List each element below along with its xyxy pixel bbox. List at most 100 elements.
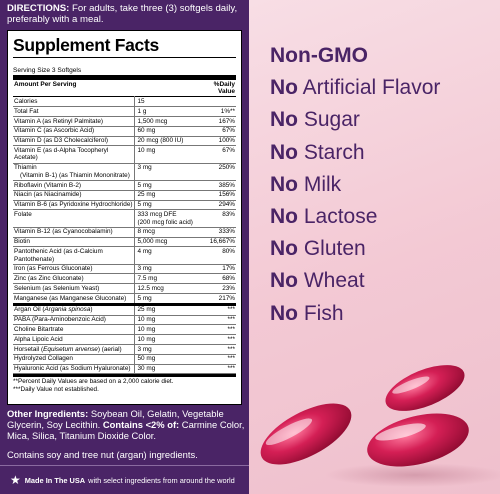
ingredient-name: Argan Oil (Argania spinosa): [14, 306, 93, 314]
facts-row: Thiamin (Vitamin B-1) (as Thiamin Mononit…: [13, 163, 236, 181]
amount-per-serving-header: Amount Per Serving: [14, 80, 77, 88]
nutrient-name: Riboflavin (Vitamin B-2): [14, 181, 82, 189]
made-in-usa-text: with select ingredients from around the …: [88, 475, 235, 485]
ingredient-daily-value: ***: [227, 335, 235, 343]
facts-row: Folate 333 mcg DFE (200 mcg folic acid) 83%: [13, 209, 236, 228]
nutrient-name: Vitamin A (as Retinyl Palmitate): [14, 117, 104, 125]
directions-body: For adults, take three (3) softgels dail…: [7, 3, 238, 25]
nutrient-daily-value: 83%: [222, 210, 235, 218]
softgels-image: [260, 365, 500, 487]
nutrient-name: Pantothenic Acid (as d-Calcium Pantothen…: [14, 247, 103, 263]
facts-row: Total Fat 1 g 1%**: [13, 106, 236, 117]
star-icon: ★: [10, 473, 21, 487]
facts-row: Vitamin B-6 (as Pyridoxine Hydrochloride…: [13, 200, 236, 210]
contains-percent-text: Carmine Color, Mica, Silica, Titanium Di…: [7, 419, 245, 442]
claim-item: No Lactose: [270, 204, 378, 228]
facts-row-other: Argan Oil (Argania spinosa) 25 mg ***: [13, 304, 236, 316]
nutrient-name: Zinc (as Zinc Gluconate): [14, 275, 84, 283]
nutrient-amount: 15: [133, 96, 196, 107]
claim-item: No Wheat: [270, 269, 365, 293]
ingredient-name: PABA (Para-Aminobenzoic Acid): [14, 316, 106, 324]
nutrient-amount: 12.5 mcg: [133, 283, 196, 294]
claim-item: No Gluten: [270, 237, 366, 261]
contains-percent-label: Contains <2% of:: [102, 419, 180, 431]
footnote-daily-values: **Percent Daily Values are based on a 2,…: [13, 378, 174, 386]
nutrient-name: Iron (as Ferrous Gluconate): [14, 265, 93, 273]
ingredient-daily-value: ***: [227, 345, 235, 353]
softgel-front: [367, 413, 469, 467]
nutrient-amount: 1,500 mcg: [133, 116, 196, 127]
facts-row-other: Choline Bitartrate 10 mg ***: [13, 324, 236, 335]
serving-size: Serving Size 3 Softgels: [13, 67, 82, 74]
ingredient-daily-value: ***: [227, 365, 235, 373]
nutrient-name: Vitamin E (as d-Alpha Tocopheryl Acetate…: [14, 146, 109, 162]
nutrient-daily-value: 156%: [218, 191, 235, 199]
facts-row: Vitamin D (as D3 Cholecalciferol) 20 mcg …: [13, 136, 236, 146]
nutrient-daily-value: 1%**: [220, 107, 235, 115]
claim-item: No Milk: [270, 172, 342, 196]
nutrient-daily-value: 68%: [222, 275, 235, 283]
ingredient-name: Hyaluronic Acid (as Sodium Hyaluronate): [14, 365, 131, 373]
nutrient-amount: 7.5 mg: [133, 273, 196, 284]
nutrient-amount: 5 mg: [133, 293, 196, 305]
nutrient-daily-value: 80%: [222, 247, 235, 255]
other-ingredients: Other Ingredients: Soybean Oil, Gelatin,…: [7, 408, 247, 442]
ingredient-name: Choline Bitartrate: [14, 325, 64, 333]
nutrient-amount: 3 mg: [133, 264, 196, 274]
ingredient-amount: 10 mg: [133, 315, 196, 325]
nutrient-daily-value: 23%: [222, 284, 235, 292]
nutrient-amount: 5 mg: [133, 180, 196, 191]
nutrient-amount: 60 mg: [133, 126, 196, 136]
nutrient-amount: 20 mcg (800 IU): [133, 136, 196, 146]
nutrient-name: Biotin: [14, 238, 30, 246]
ingredient-daily-value: ***: [227, 325, 235, 333]
nutrient-daily-value: 385%: [218, 181, 235, 189]
ingredient-amount: 3 mg: [133, 344, 196, 355]
nutrient-name: Vitamin B-12 (as Cyanocobalamin): [14, 228, 113, 236]
softgel-back: [385, 365, 465, 411]
nutrient-amount: 3 mg: [133, 163, 196, 181]
facts-row-other: Horsetail (Equisetum arvense) (aerial) 3 …: [13, 344, 236, 355]
softgel-left: [260, 403, 352, 465]
nutrient-amount: 5 mg: [133, 200, 196, 210]
directions-text: DIRECTIONS: For adults, take three (3) s…: [7, 3, 245, 25]
facts-row: Riboflavin (Vitamin B-2) 5 mg 385%: [13, 180, 236, 191]
made-in-usa-bar: ★ Made In The USA with select ingredient…: [0, 465, 249, 494]
nutrient-amount: 1 g: [133, 106, 196, 117]
daily-value-header: %Daily Value: [213, 80, 235, 96]
claim-item: No Sugar: [270, 108, 360, 132]
softgel-shadow: [325, 463, 500, 487]
allergen-statement: Contains soy and tree nut (argan) ingred…: [7, 449, 198, 460]
other-ingredients-label: Other Ingredients:: [7, 408, 89, 419]
facts-row: Selenium (as Selenium Yeast) 12.5 mcg 23%: [13, 283, 236, 294]
supplement-facts-table: Amount Per Serving %Daily Value Calories…: [13, 75, 236, 374]
nutrient-daily-value: 100%: [218, 137, 235, 145]
facts-row: Calories 15: [13, 96, 236, 107]
nutrient-name: Vitamin D (as D3 Cholecalciferol): [14, 137, 108, 145]
nutrient-daily-value: 333%: [218, 228, 235, 236]
facts-row: Iron (as Ferrous Gluconate) 3 mg 17%: [13, 264, 236, 274]
facts-row: Pantothenic Acid (as d-Calcium Pantothen…: [13, 246, 236, 265]
nutrient-daily-value: 67%: [222, 146, 235, 154]
nutrient-daily-value: [196, 97, 236, 107]
nutrient-amount: 10 mg: [133, 145, 196, 164]
nutrient-name: Vitamin C (as Ascorbic Acid): [14, 127, 95, 135]
ingredient-amount: 50 mg: [133, 354, 196, 364]
nutrient-name: Niacin (as Niacinamide): [14, 191, 82, 199]
directions-label: DIRECTIONS:: [7, 3, 70, 14]
nutrient-amount: 5,000 mcg: [133, 237, 196, 247]
facts-row: Vitamin E (as d-Alpha Tocopheryl Acetate…: [13, 145, 236, 164]
facts-header-row: Amount Per Serving %Daily Value: [13, 77, 236, 97]
nutrient-amount: 8 mcg: [133, 227, 196, 238]
facts-row-other: Hyaluronic Acid (as Sodium Hyaluronate) 3…: [13, 364, 236, 374]
nutrient-name: Thiamin (Vitamin B-1) (as Thiamin Mononit…: [14, 164, 130, 179]
claim-item: No Artificial Flavor: [270, 76, 441, 100]
other-ingredients-text: Soybean Oil, Gelatin, Vegetable Glycerin…: [7, 408, 224, 431]
made-in-usa-label: Made In The USA: [24, 475, 86, 485]
nutrient-amount: 4 mg: [133, 246, 196, 265]
footnotes: **Percent Daily Values are based on a 2,…: [13, 374, 236, 394]
nutrient-daily-value: 167%: [218, 117, 235, 125]
label-panel: DIRECTIONS: For adults, take three (3) s…: [0, 0, 249, 494]
ingredient-amount: 25 mg: [133, 304, 196, 316]
facts-row: Vitamin C (as Ascorbic Acid) 60 mg 67%: [13, 126, 236, 136]
